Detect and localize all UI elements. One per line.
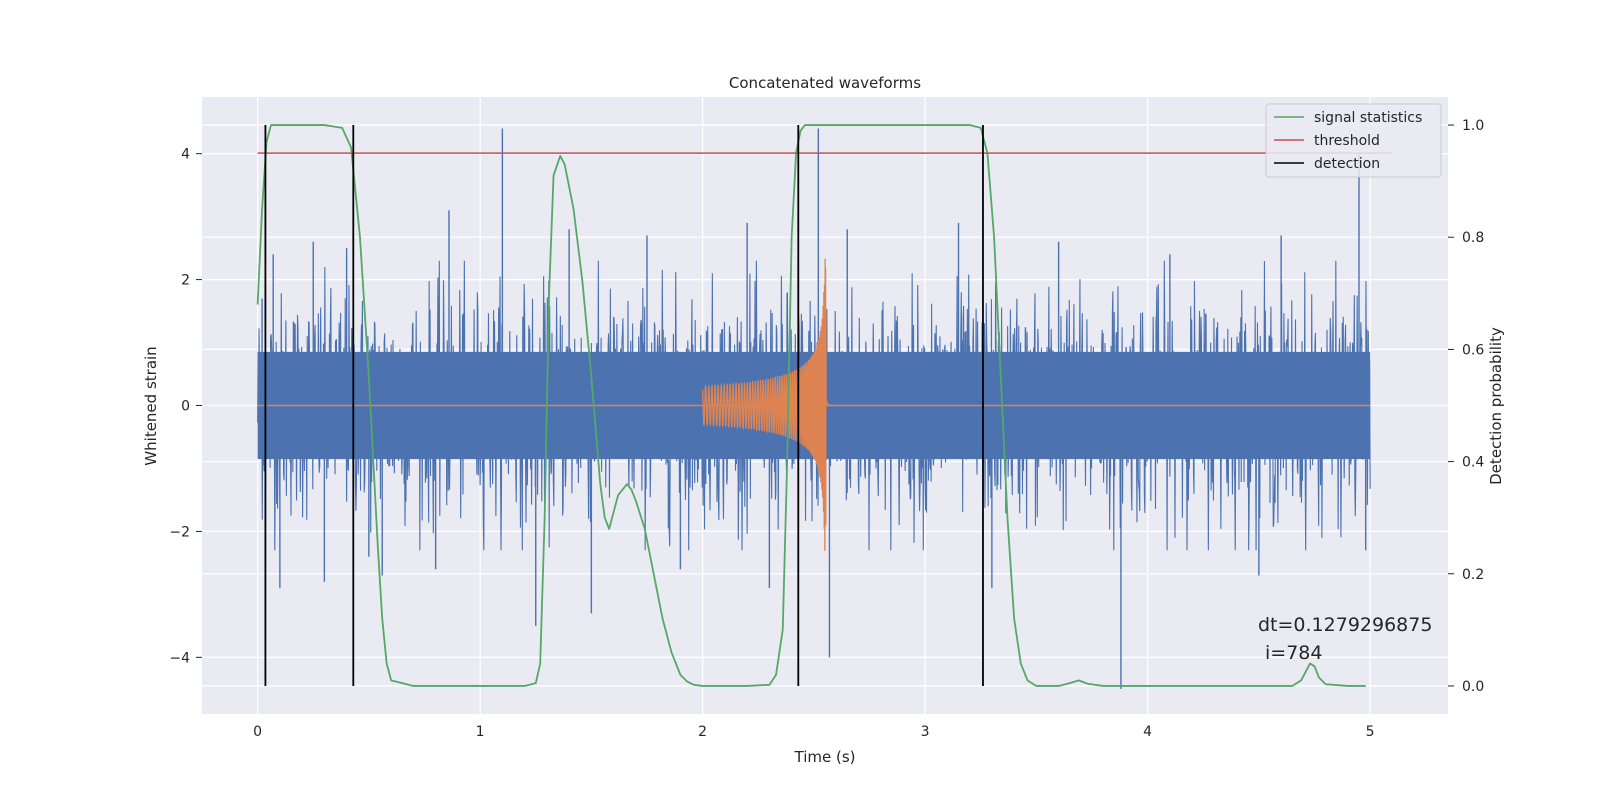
legend-label-threshold: threshold bbox=[1314, 133, 1380, 149]
y-tick-label: 0 bbox=[181, 399, 190, 415]
annotation-index: i=784 bbox=[1265, 642, 1322, 664]
y2-tick-label: 0.4 bbox=[1462, 455, 1484, 471]
x-tick-label: 5 bbox=[1366, 724, 1375, 740]
x-axis-label: Time (s) bbox=[794, 748, 856, 766]
x-tick-label: 1 bbox=[476, 724, 485, 740]
y-axis-label: Whitened strain bbox=[142, 346, 160, 465]
x-tick-label: 4 bbox=[1143, 724, 1152, 740]
y2-tick-label: 1.0 bbox=[1462, 118, 1484, 134]
x-tick-label: 2 bbox=[698, 724, 707, 740]
y-tick-label: 4 bbox=[181, 147, 190, 163]
x-tick-label: 0 bbox=[253, 724, 262, 740]
signal-statistics-series bbox=[256, 124, 1393, 687]
y2-tick-label: 0.2 bbox=[1462, 567, 1484, 583]
signal-statistics-line bbox=[256, 124, 1366, 687]
waveform-series bbox=[257, 258, 1371, 551]
annotation-dt: dt=0.1279296875 bbox=[1258, 614, 1432, 636]
legend-box bbox=[1265, 103, 1442, 178]
y-tick-label: −2 bbox=[169, 524, 190, 540]
y-tick-label: 2 bbox=[181, 273, 190, 289]
x-tick-label: 3 bbox=[921, 724, 930, 740]
tick-labels: 0 1 2 3 4 5 −4 −2 0 2 4 0.0 0.2 0.4 0.6 0.8 1.0 bbox=[169, 118, 1484, 740]
chart-title: Concatenated waveforms bbox=[729, 74, 921, 92]
y2-tick-label: 0.6 bbox=[1462, 342, 1484, 358]
y2-tick-label: 0.0 bbox=[1462, 679, 1484, 695]
y-tick-label: −4 bbox=[169, 650, 190, 666]
legend: signal statistics threshold detection bbox=[1265, 103, 1442, 178]
y2-axis-label: Detection probability bbox=[1487, 327, 1505, 485]
y2-tick-label: 0.8 bbox=[1462, 230, 1484, 246]
waveform-chirp bbox=[701, 258, 832, 551]
legend-label-detection: detection bbox=[1314, 156, 1380, 172]
legend-label-signal-statistics: signal statistics bbox=[1314, 110, 1422, 126]
